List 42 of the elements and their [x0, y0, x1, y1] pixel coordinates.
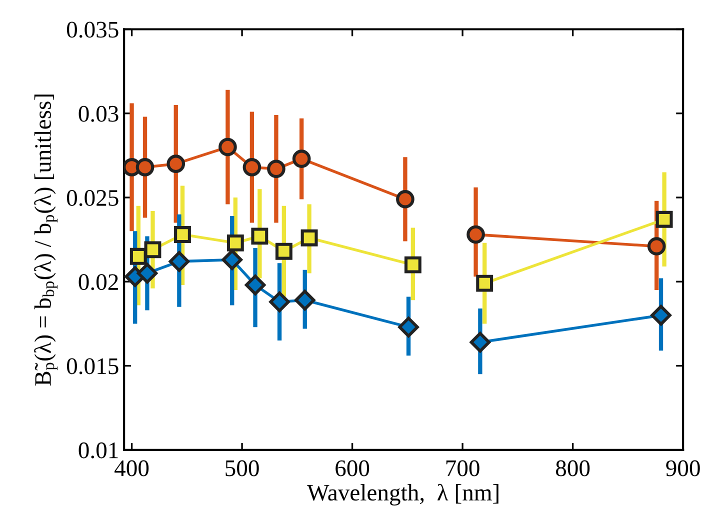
point: [647, 237, 666, 256]
x-tick-label: 400: [114, 460, 149, 476]
point: [470, 332, 491, 353]
y-tick-label: 0.035: [66, 22, 118, 38]
point: [130, 248, 147, 265]
point: [267, 160, 286, 178]
point: [242, 158, 262, 176]
y-tick-label: 0.03: [78, 106, 118, 122]
y-tick-label: 0.02: [78, 274, 118, 290]
point: [398, 316, 419, 338]
point: [650, 304, 672, 326]
point: [269, 291, 290, 312]
point: [466, 225, 485, 244]
x-tick-label: 500: [226, 460, 259, 476]
point: [222, 249, 242, 270]
x-tick-label: 600: [336, 460, 370, 476]
point: [144, 241, 162, 258]
x-tick-label: 900: [666, 460, 700, 476]
y-axis-title: B̃$_{p}$(λ) = b$_{bp}$(λ) / b$_{p}$(λ) [unitless]: [34, 94, 58, 386]
point: [300, 229, 318, 246]
x-axis-title: Wavelength, λ [nm]: [307, 484, 498, 506]
point: [294, 290, 316, 311]
x-tick-label: 700: [446, 460, 480, 476]
point: [292, 150, 311, 168]
point: [168, 251, 190, 272]
point: [404, 256, 422, 274]
point: [244, 274, 266, 296]
y-tick-label: 0.025: [66, 190, 118, 206]
point: [226, 234, 244, 252]
y-tick-label: 0.01: [78, 442, 118, 458]
point: [136, 158, 154, 176]
point: [251, 228, 268, 245]
point: [174, 226, 191, 243]
point: [396, 190, 414, 208]
y-tick-label: 0.015: [66, 358, 118, 374]
point: [656, 210, 673, 228]
point: [166, 154, 186, 174]
point: [476, 274, 494, 292]
point: [275, 242, 292, 260]
point: [218, 138, 237, 156]
point: [136, 262, 158, 284]
x-tick-label: 800: [556, 460, 590, 476]
